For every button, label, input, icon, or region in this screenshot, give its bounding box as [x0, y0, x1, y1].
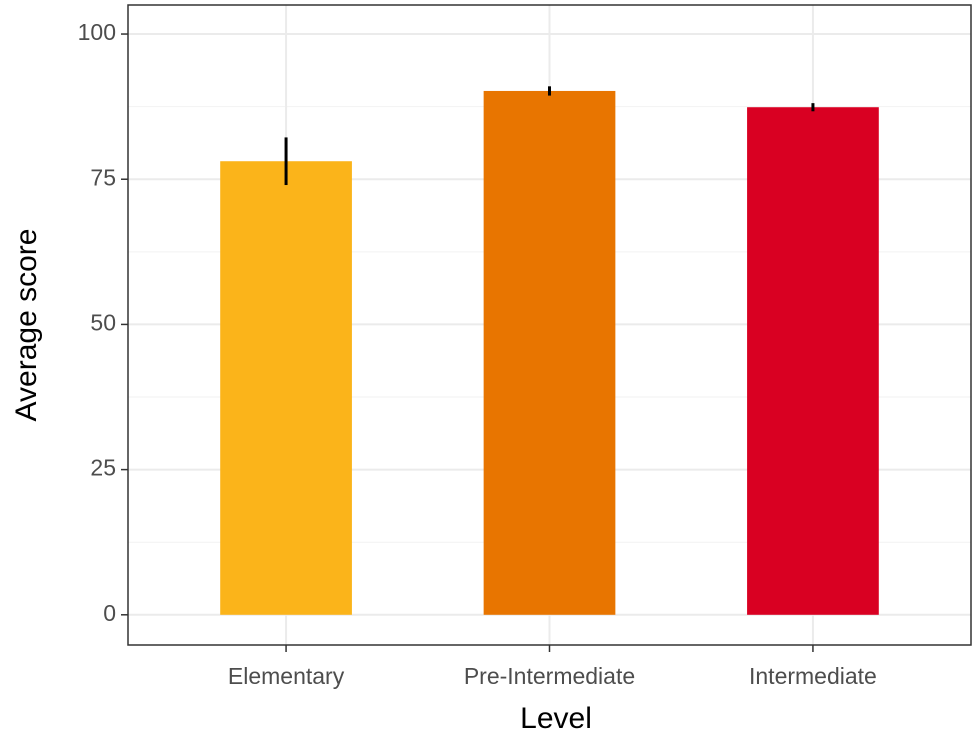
bar: [220, 161, 352, 615]
x-tick-label: Elementary: [228, 663, 345, 689]
x-tick-label: Pre-Intermediate: [464, 663, 635, 689]
x-tick-label: Intermediate: [749, 663, 877, 689]
bar: [747, 107, 879, 615]
bar: [483, 90, 616, 615]
x-axis-title: Level: [520, 702, 592, 735]
y-tick-label: 75: [90, 164, 116, 190]
y-tick-label: 100: [78, 19, 116, 45]
y-tick-label: 50: [90, 309, 116, 335]
y-tick-label: 0: [103, 600, 116, 626]
y-tick-label: 25: [90, 455, 116, 481]
panel-border: [127, 4, 972, 646]
y-axis-title: Average score: [10, 229, 43, 422]
